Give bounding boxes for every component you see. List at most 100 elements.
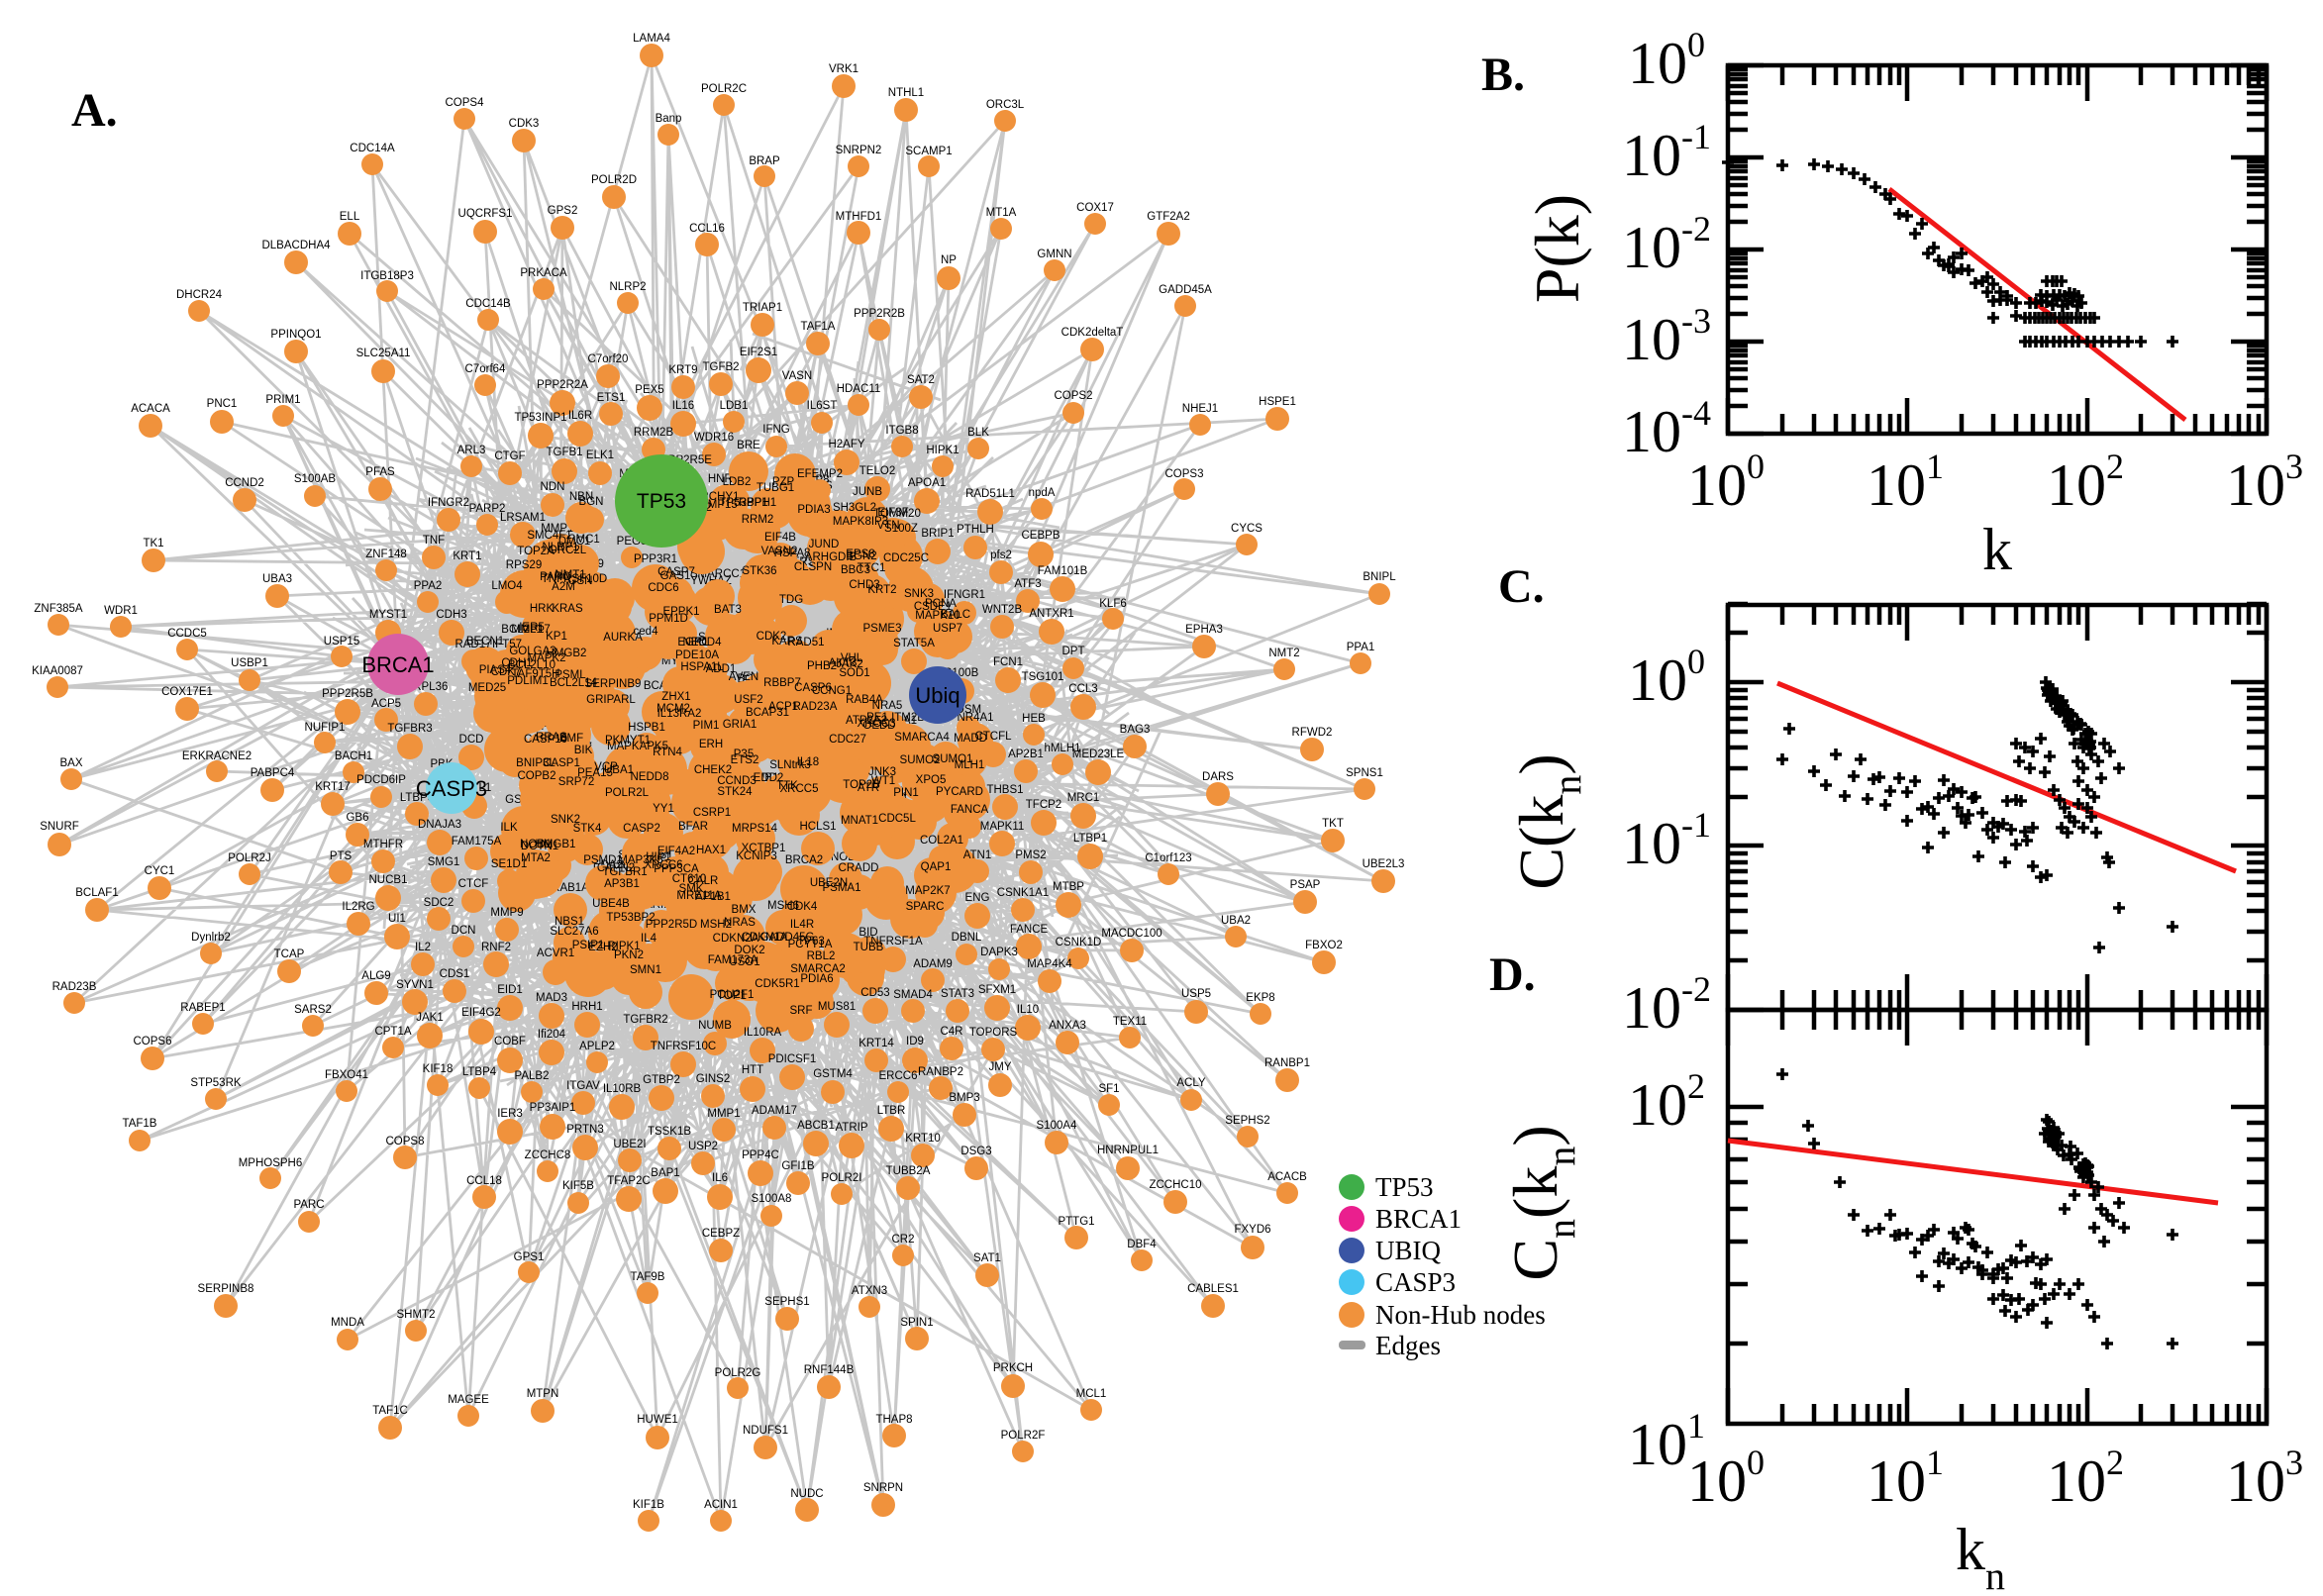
svg-text:XRCC3: XRCC3: [858, 718, 896, 730]
svg-text:PHB2: PHB2: [807, 660, 837, 672]
svg-text:LDB2: LDB2: [723, 476, 752, 488]
svg-text:MAP3K5: MAP3K5: [618, 854, 662, 866]
svg-text:PCYT1A: PCYT1A: [788, 939, 833, 950]
svg-text:TRIAP1: TRIAP1: [743, 302, 782, 314]
svg-text:SERPINB9: SERPINB9: [585, 678, 642, 690]
svg-text:COPS6: COPS6: [134, 1036, 172, 1047]
svg-text:RAB1A: RAB1A: [552, 882, 589, 894]
svg-text:PIM1: PIM1: [693, 720, 720, 732]
svg-text:UBIQ: UBIQ: [1375, 1236, 1441, 1265]
svg-text:MNDA: MNDA: [331, 1317, 364, 1329]
svg-text:KRT17: KRT17: [315, 781, 351, 793]
svg-text:B.: B.: [1481, 49, 1525, 101]
svg-text:BAT3: BAT3: [714, 604, 742, 616]
svg-text:EIF4G2: EIF4G2: [461, 1007, 501, 1019]
svg-text:POLR2J: POLR2J: [228, 852, 270, 864]
svg-text:SRF: SRF: [790, 1005, 813, 1017]
svg-text:DPT: DPT: [1062, 646, 1085, 657]
svg-text:DCD: DCD: [459, 734, 484, 746]
svg-text:DMC1: DMC1: [558, 536, 591, 548]
svg-text:PRIM1: PRIM1: [265, 394, 300, 406]
svg-text:HIPK1: HIPK1: [926, 445, 959, 456]
svg-text:CDK2deltaT: CDK2deltaT: [1061, 327, 1124, 339]
svg-text:TAF1A: TAF1A: [801, 321, 836, 333]
svg-text:VCP: VCP: [594, 761, 618, 773]
svg-text:VTN: VTN: [877, 520, 900, 532]
svg-text:SERPINB8: SERPINB8: [198, 1283, 254, 1295]
svg-text:APOA1: APOA1: [908, 477, 946, 489]
svg-text:NMT2: NMT2: [1268, 648, 1299, 659]
svg-text:HMGB1: HMGB1: [536, 839, 576, 850]
svg-text:TSSK1B: TSSK1B: [648, 1126, 691, 1138]
svg-text:PTHLH: PTHLH: [957, 524, 994, 536]
svg-text:EIF2S1: EIF2S1: [740, 347, 777, 358]
svg-text:FAM101B: FAM101B: [1038, 565, 1088, 577]
svg-text:KRT1: KRT1: [453, 550, 481, 562]
svg-text:SUMO1: SUMO1: [933, 753, 973, 765]
svg-text:PPP2R2A: PPP2R2A: [537, 379, 588, 391]
svg-text:PABPC4: PABPC4: [251, 767, 295, 779]
svg-text:CDC14B: CDC14B: [465, 298, 511, 310]
svg-text:SMAD4: SMAD4: [893, 989, 933, 1001]
svg-text:PMS2: PMS2: [1015, 849, 1046, 861]
svg-text:MADD: MADD: [954, 733, 987, 745]
svg-text:RAD51: RAD51: [787, 637, 824, 648]
svg-text:PE1: PE1: [866, 712, 888, 724]
svg-text:EZH2: EZH2: [588, 942, 617, 953]
svg-text:GB6: GB6: [346, 812, 368, 824]
svg-text:MTPN: MTPN: [527, 1388, 559, 1400]
svg-text:ADAM9: ADAM9: [913, 958, 953, 970]
svg-text:CD53: CD53: [860, 987, 889, 999]
svg-text:BRCA1: BRCA1: [1375, 1204, 1462, 1234]
svg-text:KIAA0087: KIAA0087: [32, 665, 83, 677]
svg-text:EDD2: EDD2: [754, 772, 784, 784]
svg-text:XPO5: XPO5: [916, 774, 947, 786]
svg-text:Banp: Banp: [656, 113, 682, 125]
svg-text:XRCC6: XRCC6: [645, 859, 683, 871]
svg-text:MRE11A: MRE11A: [676, 890, 721, 902]
svg-text:ARL3: ARL3: [457, 445, 486, 456]
svg-text:RRM2B: RRM2B: [634, 427, 674, 439]
svg-text:SRP72: SRP72: [558, 776, 594, 788]
svg-text:RANBP1: RANBP1: [1264, 1057, 1310, 1069]
svg-text:EIF4A2: EIF4A2: [657, 846, 695, 857]
svg-text:SH3GL2: SH3GL2: [833, 502, 876, 514]
svg-text:DOK2: DOK2: [734, 945, 764, 956]
svg-text:MNAT1: MNAT1: [841, 815, 878, 827]
svg-text:PPINQO1: PPINQO1: [270, 329, 321, 341]
svg-text:IL6R: IL6R: [568, 410, 592, 422]
svg-text:HAX1: HAX1: [696, 845, 726, 856]
svg-text:ERKRACNE2: ERKRACNE2: [182, 750, 252, 762]
svg-text:PALB2: PALB2: [515, 1070, 550, 1082]
svg-text:PPM1D: PPM1D: [649, 613, 688, 625]
svg-text:MRPS14: MRPS14: [732, 823, 778, 835]
svg-text:CASP2: CASP2: [623, 823, 660, 835]
svg-text:ATR: ATR: [858, 782, 879, 794]
svg-text:NUDC: NUDC: [790, 1488, 823, 1500]
svg-text:IL10RA: IL10RA: [744, 1027, 782, 1039]
svg-text:TELO2: TELO2: [859, 465, 895, 477]
svg-text:ANXA3: ANXA3: [1049, 1020, 1086, 1032]
svg-text:CSNK1A1: CSNK1A1: [997, 887, 1049, 899]
svg-text:COPS4: COPS4: [446, 97, 485, 109]
svg-text:BRAP: BRAP: [749, 155, 780, 167]
svg-text:S100Z: S100Z: [884, 523, 918, 535]
svg-text:GADD45A: GADD45A: [1159, 284, 1212, 296]
svg-text:PDIA6: PDIA6: [800, 973, 833, 985]
svg-text:HEB: HEB: [1022, 713, 1046, 725]
svg-text:EID1: EID1: [497, 984, 523, 996]
svg-text:KRAS: KRAS: [552, 603, 583, 615]
svg-text:PSMA1: PSMA1: [823, 882, 861, 894]
svg-text:ZNF385A: ZNF385A: [34, 603, 83, 615]
svg-text:PTTG1: PTTG1: [1058, 1216, 1094, 1228]
svg-text:NUCB1: NUCB1: [369, 874, 408, 886]
svg-text:hMLH1: hMLH1: [1044, 743, 1080, 754]
svg-text:CDS1: CDS1: [440, 968, 470, 980]
svg-text:GRIA1: GRIA1: [723, 719, 758, 731]
svg-text:KIF18: KIF18: [423, 1063, 454, 1075]
svg-text:SEPHS1: SEPHS1: [764, 1296, 809, 1308]
svg-text:PSMD1: PSMD1: [583, 854, 623, 866]
svg-text:BGN2: BGN2: [846, 550, 876, 562]
svg-text:IFNGR2: IFNGR2: [428, 497, 469, 509]
svg-text:SMARCA2: SMARCA2: [790, 963, 846, 975]
